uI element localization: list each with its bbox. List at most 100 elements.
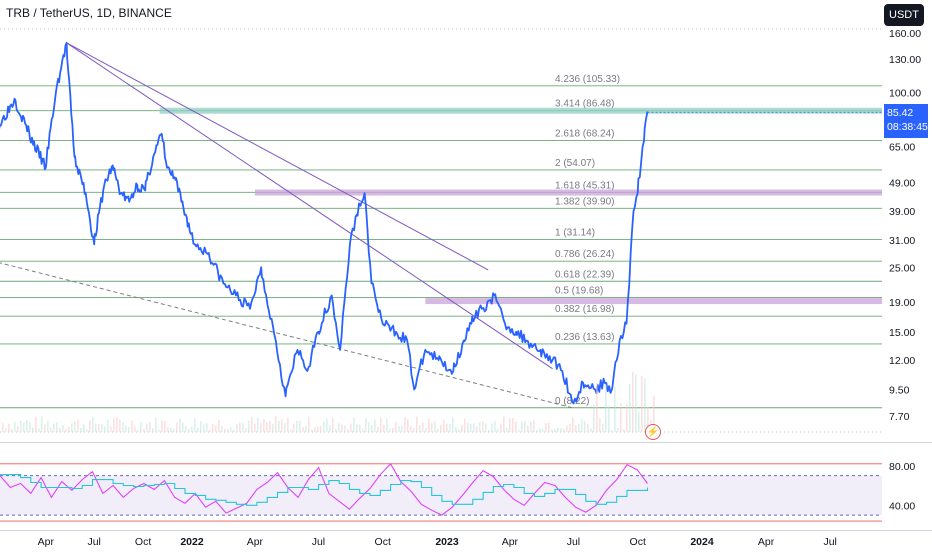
volume-bar (485, 423, 487, 432)
bar-countdown: 08:38:45 (887, 121, 928, 133)
price-axis-tick: 49.00 (889, 177, 915, 189)
time-axis-tick: Jul (312, 536, 325, 548)
volume-bar (83, 423, 85, 432)
volume-bar (449, 423, 451, 432)
volume-bar (59, 427, 61, 432)
time-axis-tick: Oct (375, 536, 391, 548)
volume-bar (476, 426, 478, 432)
rsi-axis-tick: 40.00 (889, 500, 915, 512)
volume-bar (218, 419, 220, 432)
volume-bar (461, 425, 463, 432)
volume-bar (320, 425, 322, 432)
volume-bar (251, 417, 253, 432)
volume-bar (194, 418, 196, 432)
volume-bar (347, 429, 349, 432)
rsi-panel (0, 462, 882, 522)
volume-bar (215, 425, 217, 432)
volume-bar (206, 423, 208, 432)
time-axis-tick: Apr (502, 536, 519, 548)
volume-bar (404, 417, 406, 432)
volume-bar (125, 425, 127, 432)
time-axis-tick: Jul (87, 536, 100, 548)
volume-bar (11, 428, 13, 432)
volume-bar (224, 428, 226, 432)
volume-bar (509, 418, 511, 432)
volume-bar (197, 427, 199, 432)
volume-bar (437, 428, 439, 432)
volume-bar (47, 420, 49, 432)
fib-level-label: 2 (54.07) (555, 158, 595, 169)
volume-bar (191, 426, 193, 432)
volume-bar (236, 423, 238, 432)
volume-bar (2, 423, 4, 432)
highlight-zone (254, 189, 882, 196)
volume-bar (563, 428, 565, 432)
volume-bar (269, 421, 271, 432)
trendline (66, 42, 553, 370)
rsi-series-line (0, 462, 648, 516)
volume-bar (308, 416, 310, 432)
volume-bar (278, 420, 280, 432)
volume-bar (575, 424, 577, 432)
volume-bar (332, 417, 334, 432)
volume-bar (440, 424, 442, 432)
lightning-icon[interactable]: ⚡ (645, 424, 661, 440)
price-axis-tick: 100.00 (889, 87, 921, 99)
volume-bar (227, 428, 229, 432)
volume-bar (392, 428, 394, 432)
volume-bar (350, 423, 352, 432)
volume-bar (44, 424, 46, 432)
fib-level-label: 1 (31.14) (555, 228, 595, 239)
volume-bar (176, 422, 178, 432)
volume-bar (353, 417, 355, 432)
price-series (0, 41, 882, 405)
volume-bar (296, 420, 298, 432)
volume-bar (356, 424, 358, 432)
volume-bar (167, 426, 169, 432)
volume-bar (389, 428, 391, 432)
volume-bar (569, 423, 571, 432)
symbol-title[interactable]: TRB / TetherUS, 1D, BINANCE (6, 6, 172, 20)
volume-bar (35, 416, 37, 432)
volume-bar (179, 418, 181, 432)
price-axis-tick: 19.00 (889, 297, 915, 309)
volume-bar (290, 429, 292, 432)
volume-bar (578, 423, 580, 432)
volume-bar (29, 422, 31, 432)
volume-bar (173, 428, 175, 432)
time-axis-tick: Oct (630, 536, 646, 548)
volume-bar (395, 421, 397, 432)
volume-bar (164, 420, 166, 432)
volume-bar (62, 425, 64, 432)
volume-bar (632, 372, 634, 432)
volume-bar (383, 424, 385, 432)
price-axis-tick: 31.00 (889, 235, 915, 247)
volume-bar (263, 418, 265, 432)
volume-bar (95, 423, 97, 432)
price-axis-tick: 39.00 (889, 206, 915, 218)
volume-bar (557, 427, 559, 432)
volume-bar (368, 422, 370, 432)
volume-bar (377, 426, 379, 432)
volume-bar (605, 384, 607, 432)
volume-bar (299, 420, 301, 432)
volume-bar (431, 422, 433, 432)
time-axis-tick: Apr (247, 536, 264, 548)
volume-bar (524, 421, 526, 432)
volume-bar (455, 426, 457, 432)
volume-bar (104, 426, 106, 432)
volume-bar (122, 422, 124, 432)
volume-bar (401, 425, 403, 432)
volume-bar (65, 428, 67, 432)
trendline (0, 262, 574, 409)
axes: 160.00 130.00 100.00 65.00 49.00 39.00 31.00 25… (0, 28, 932, 548)
volume-bar (212, 423, 214, 432)
volume-bar (149, 421, 151, 432)
volume-bar (188, 429, 190, 432)
volume-bar (50, 427, 52, 432)
volume-bar (335, 428, 337, 432)
volume-bar (545, 423, 547, 432)
volume-bar (443, 419, 445, 432)
currency-button[interactable]: USDT (884, 4, 924, 26)
